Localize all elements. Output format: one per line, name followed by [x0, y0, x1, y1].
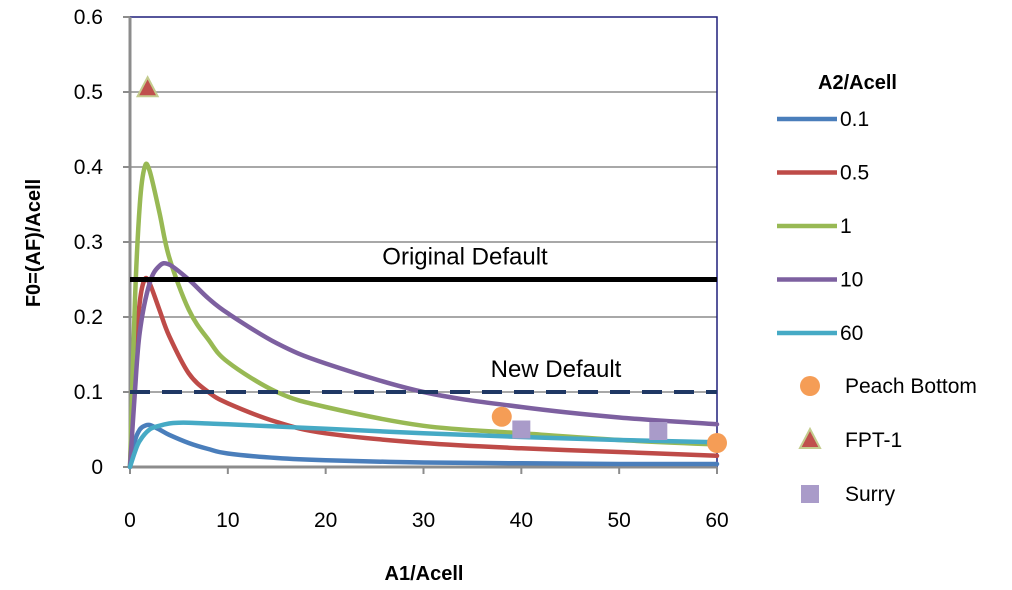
series-line-60 [127, 420, 720, 470]
series-line-1 [127, 161, 720, 470]
marker-peach-bottom [707, 433, 727, 453]
legend-label-1: 1 [840, 215, 852, 238]
legend-label-surry: Surry [845, 483, 896, 506]
series-line-10 [127, 260, 720, 470]
tick-labels: 0 10 20 30 40 50 60 0 0.1 0.2 0.3 0.4 0.5 0.6 [74, 6, 729, 532]
scatter-markers [135, 75, 727, 453]
marker-peach-bottom [491, 406, 512, 427]
marker-fpt-1 [135, 75, 160, 98]
legend-label-peach-bottom: Peach Bottom [845, 375, 977, 398]
y-tick-label: 0 [91, 456, 103, 479]
legend-label-60: 60 [840, 322, 863, 345]
y-axis-label: F0=(AF)/Acell [23, 179, 45, 307]
reference-lines: Original Default New Default [130, 244, 717, 394]
y-tick-label: 0.4 [74, 156, 104, 179]
x-tick-label: 20 [314, 509, 337, 532]
legend-marker-surry [801, 485, 819, 503]
legend-label-0.5: 0.5 [840, 162, 869, 185]
y-tick-label: 0.5 [74, 81, 103, 104]
reference-label-new-default: New Default [491, 356, 622, 383]
grid-lines [130, 91, 717, 393]
legend-marker-peach-bottom [800, 376, 820, 396]
x-tick-label: 0 [124, 509, 136, 532]
x-axis-label: A1/Acell [385, 563, 464, 585]
series-line-0.5 [127, 275, 720, 470]
legend-label-0.1: 0.1 [840, 108, 869, 131]
x-tick-label: 10 [216, 509, 239, 532]
x-tick-label: 50 [607, 509, 630, 532]
y-tick-label: 0.6 [74, 6, 103, 29]
x-tick-label: 60 [705, 509, 728, 532]
series-lines [127, 161, 720, 470]
marker-surry [512, 420, 531, 439]
legend: A2/Acell 0.1 0.5 1 10 60 Peach Bottom FPT-1 Sur… [777, 72, 977, 506]
x-tick-label: 30 [412, 509, 435, 532]
y-tick-label: 0.3 [74, 231, 103, 254]
legend-label-10: 10 [840, 269, 863, 292]
y-tick-label: 0.1 [74, 381, 103, 404]
legend-marker-fpt-1 [798, 426, 822, 449]
y-tick-label: 0.2 [74, 306, 103, 329]
x-tick-label: 40 [510, 509, 533, 532]
legend-title: A2/Acell [818, 72, 897, 94]
marker-surry [649, 422, 668, 440]
series-line-0.1 [127, 422, 720, 470]
reference-label-original-default: Original Default [382, 244, 548, 271]
legend-label-fpt-1: FPT-1 [845, 429, 902, 452]
